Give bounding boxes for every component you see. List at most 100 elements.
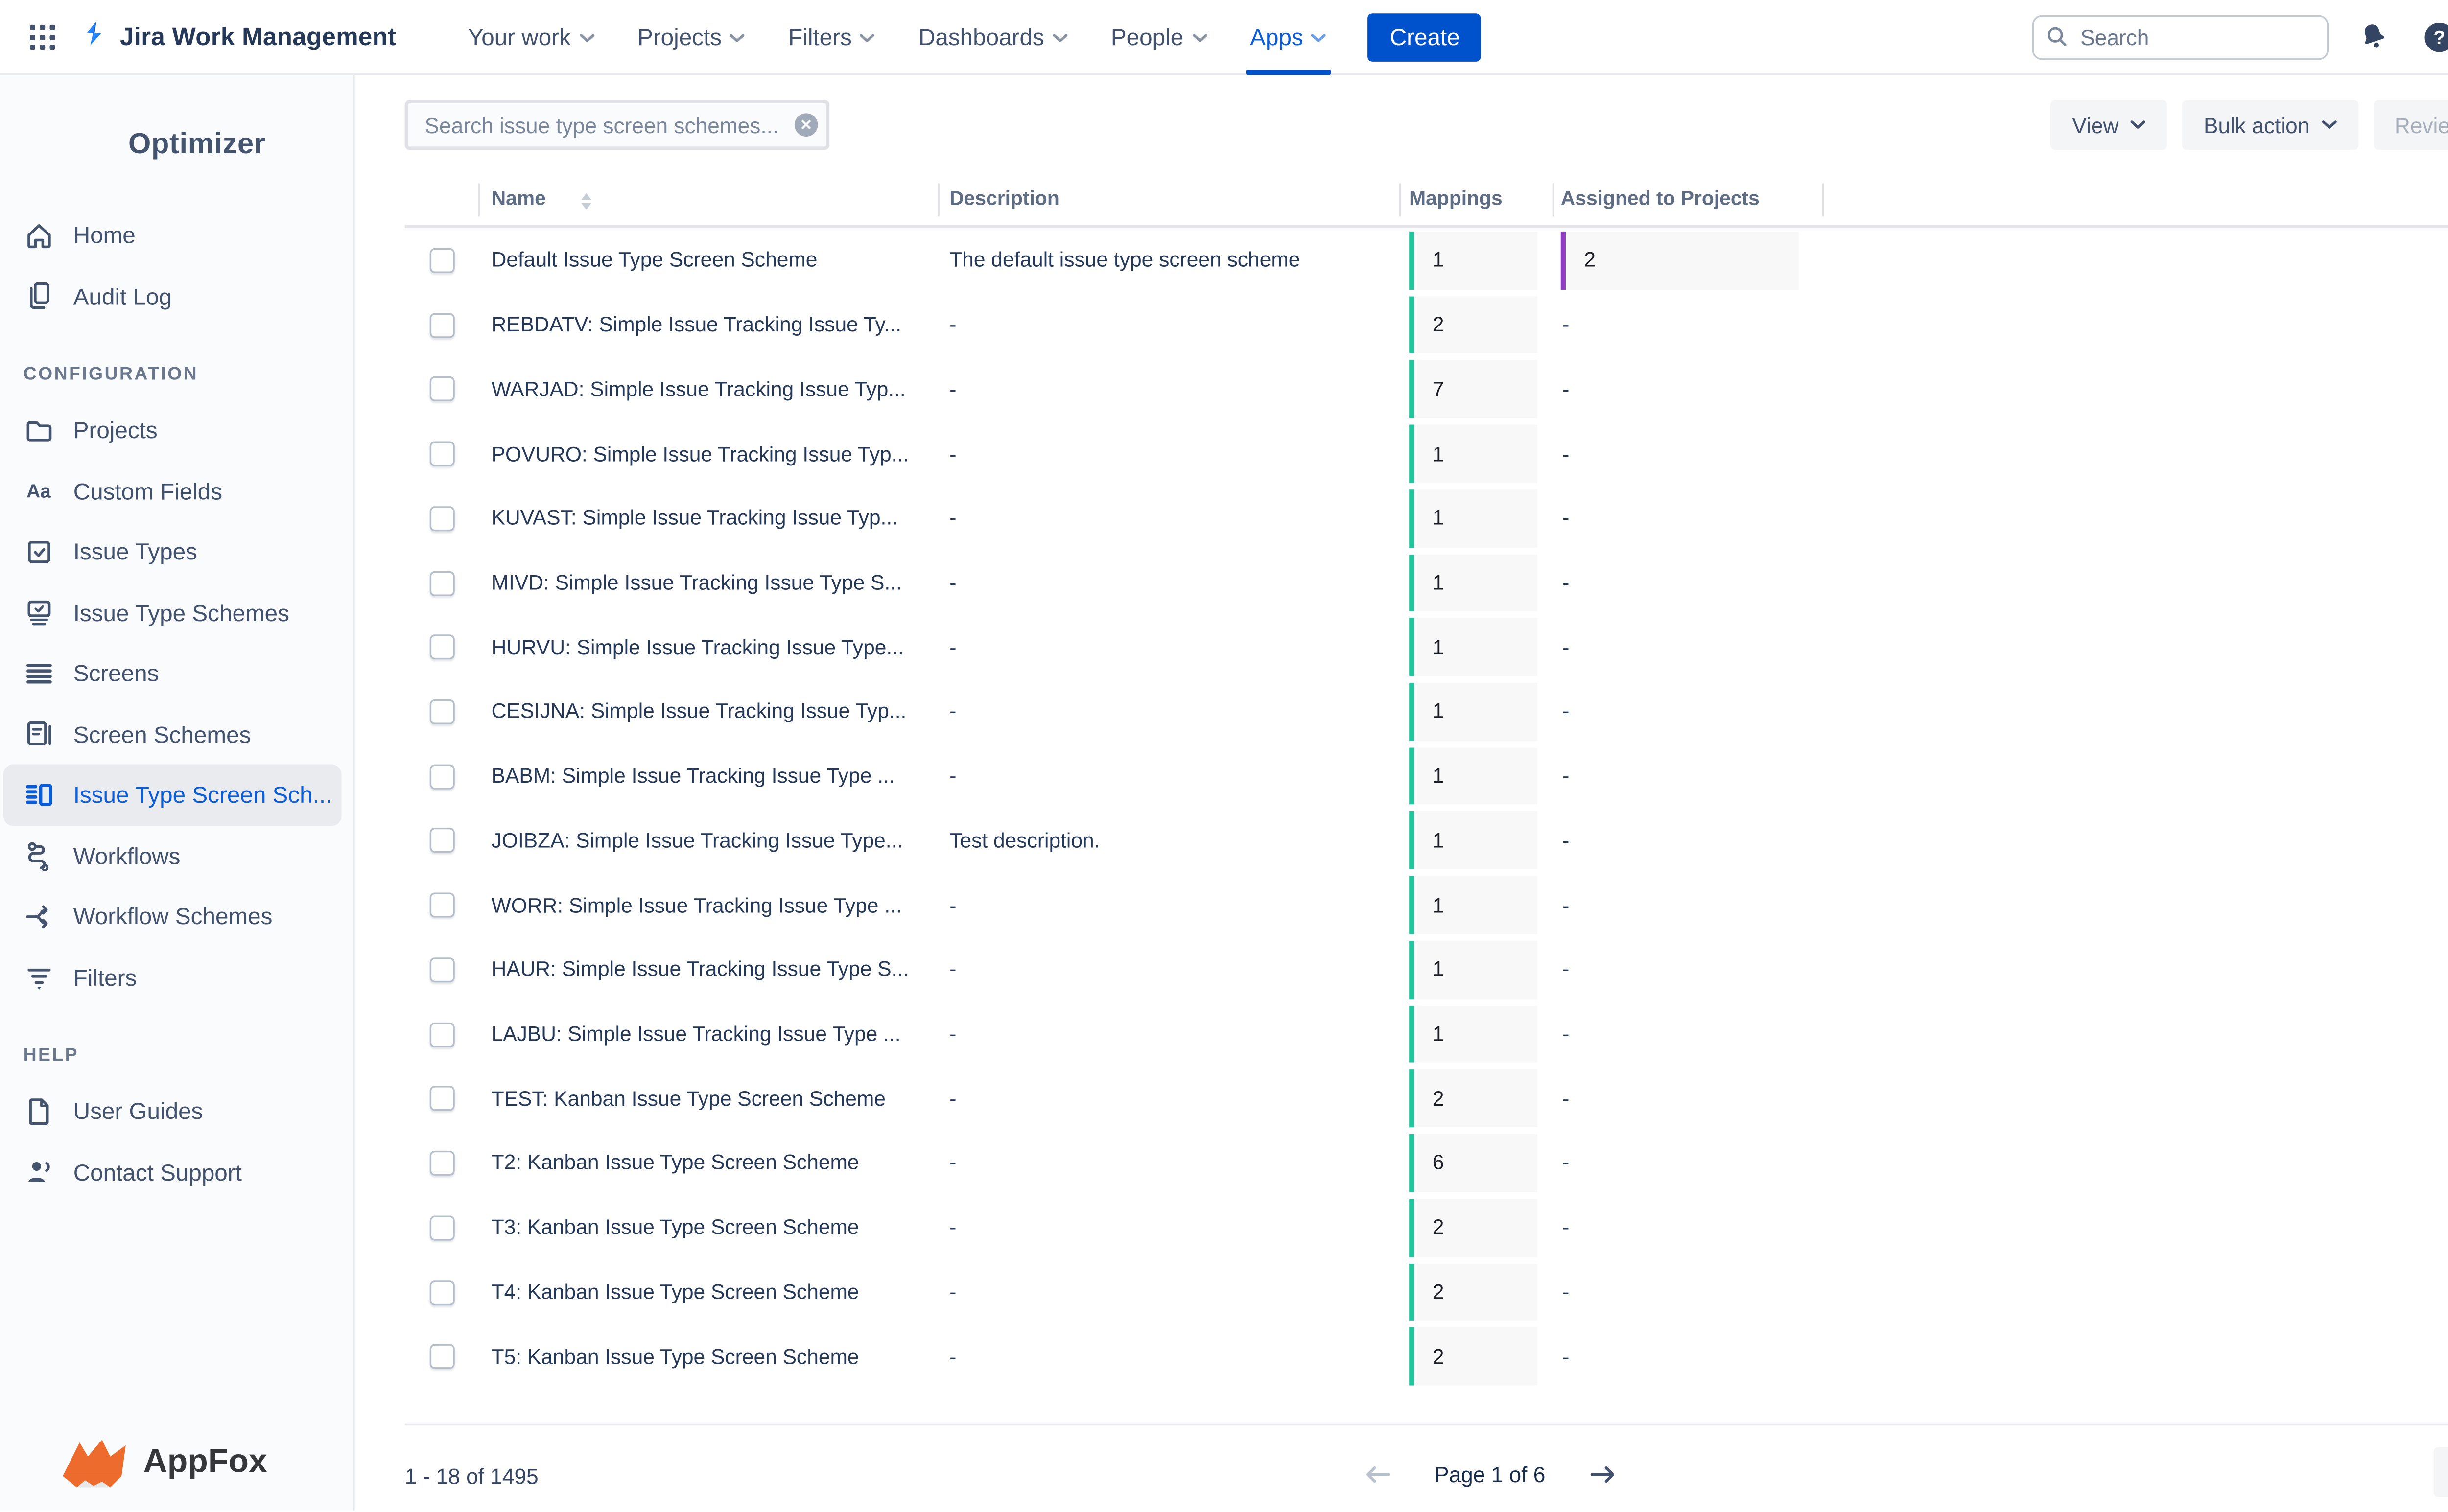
scheme-name-link[interactable]: HURVU: Simple Issue Tracking Issue Type.… (491, 635, 904, 659)
next-page-arrow-icon[interactable] (1589, 1464, 1617, 1485)
scheme-description: - (949, 442, 957, 465)
nav-item-filters[interactable]: Filters (767, 0, 897, 74)
sidebar-item-label: Issue Types (73, 538, 197, 565)
scheme-name-link[interactable]: WORR: Simple Issue Tracking Issue Type .… (491, 893, 902, 917)
assigned-projects-empty: - (1562, 442, 1570, 465)
row-checkbox[interactable] (429, 893, 455, 918)
mappings-value: 2 (1432, 1280, 1444, 1304)
nav-item-projects[interactable]: Projects (616, 0, 767, 74)
scheme-name-link[interactable]: JOIBZA: Simple Issue Tracking Issue Type… (491, 829, 903, 853)
scheme-name-link[interactable]: MIVD: Simple Issue Tracking Issue Type S… (491, 571, 902, 595)
table-header: Name Description Mappings Assigned to Pr… (405, 178, 2448, 225)
scheme-name-link[interactable]: T3: Kanban Issue Type Screen Scheme (491, 1216, 859, 1239)
row-checkbox[interactable] (429, 377, 455, 402)
help-icon[interactable]: ? (2419, 17, 2448, 57)
export-button[interactable]: Export (2434, 1447, 2448, 1497)
scheme-name-link[interactable]: POVURO: Simple Issue Tracking Issue Typ.… (491, 442, 909, 465)
row-checkbox[interactable] (429, 1215, 455, 1240)
scheme-description: - (949, 507, 957, 530)
global-search-input[interactable] (2032, 14, 2329, 59)
row-checkbox[interactable] (429, 570, 455, 596)
clear-search-icon[interactable]: ✕ (794, 113, 818, 137)
sidebar-item-user-guides[interactable]: User Guides (0, 1081, 353, 1141)
sidebar-item-workflows[interactable]: Workflows (0, 825, 353, 886)
notifications-bell-icon[interactable] (2354, 17, 2394, 57)
mappings-cell: 1 (1409, 876, 1538, 934)
sort-icon[interactable] (581, 193, 591, 210)
sidebar-item-audit-log[interactable]: Audit Log (0, 266, 353, 326)
nav-right-cluster: ? JR (2032, 14, 2448, 59)
assigned-projects-empty: - (1562, 507, 1570, 530)
sidebar-item-filters[interactable]: Filters (0, 947, 353, 1007)
create-button[interactable]: Create (1368, 12, 1482, 61)
sidebar-item-issue-types[interactable]: Issue Types (0, 521, 353, 582)
row-checkbox[interactable] (429, 442, 455, 467)
row-checkbox[interactable] (429, 1151, 455, 1176)
previous-page-arrow-icon[interactable] (1363, 1464, 1391, 1485)
scheme-description: - (949, 1087, 957, 1111)
jira-logo (80, 18, 108, 56)
chevron-down-icon (1053, 34, 1068, 42)
row-checkbox[interactable] (429, 506, 455, 531)
scheme-name-link[interactable]: WARJAD: Simple Issue Tracking Issue Typ.… (491, 377, 906, 401)
column-header-name[interactable]: Name (491, 186, 546, 210)
row-checkbox[interactable] (429, 1022, 455, 1047)
scheme-name-link[interactable]: REBDATV: Simple Issue Tracking Issue Ty.… (491, 313, 902, 337)
bulk-action-dropdown[interactable]: Bulk action (2182, 100, 2358, 150)
scheme-name-link[interactable]: T5: Kanban Issue Type Screen Scheme (491, 1345, 859, 1369)
scheme-description: - (949, 1345, 957, 1369)
assigned-projects-empty: - (1562, 1022, 1570, 1046)
scheme-name-link[interactable]: KUVAST: Simple Issue Tracking Issue Typ.… (491, 507, 898, 530)
nav-item-your-work[interactable]: Your work (447, 0, 616, 74)
scheme-name-link[interactable]: TEST: Kanban Issue Type Screen Scheme (491, 1087, 886, 1111)
nav-item-apps[interactable]: Apps (1228, 0, 1348, 74)
scheme-name-link[interactable]: T2: Kanban Issue Type Screen Scheme (491, 1151, 859, 1175)
row-checkbox[interactable] (429, 248, 455, 273)
sidebar-item-icon (24, 779, 55, 811)
mappings-value: 6 (1432, 1151, 1444, 1175)
scheme-search-input[interactable] (404, 100, 830, 150)
table-row: REBDATV: Simple Issue Tracking Issue Ty.… (405, 293, 2448, 357)
row-checkbox[interactable] (429, 828, 455, 854)
review-changes-button[interactable]: Review changes (2373, 100, 2448, 150)
row-checkbox[interactable] (429, 699, 455, 725)
sidebar-item-issue-type-screen-schemes[interactable]: Issue Type Screen Sch... (3, 764, 342, 825)
row-checkbox[interactable] (429, 1344, 455, 1370)
mappings-value: 1 (1432, 958, 1444, 981)
product-home-link[interactable]: Jira Work Management (80, 18, 396, 56)
app-switcher-icon[interactable] (24, 18, 60, 55)
scheme-name-link[interactable]: HAUR: Simple Issue Tracking Issue Type S… (491, 958, 909, 981)
sidebar-item-home[interactable]: Home (0, 205, 353, 265)
mappings-cell: 1 (1409, 489, 1538, 547)
mappings-cell: 2 (1409, 1263, 1538, 1321)
sidebar-item-custom-fields[interactable]: Custom Fields (0, 461, 353, 521)
sidebar-item-screen-schemes[interactable]: Screen Schemes (0, 703, 353, 764)
row-checkbox[interactable] (429, 764, 455, 789)
header-divider (404, 225, 2448, 229)
sidebar-item-projects[interactable]: Projects (0, 400, 353, 461)
nav-item-dashboards[interactable]: Dashboards (897, 0, 1089, 74)
sidebar-item-workflow-schemes[interactable]: Workflow Schemes (0, 886, 353, 947)
sidebar-item-issue-type-schemes[interactable]: Issue Type Schemes (0, 582, 353, 643)
row-checkbox[interactable] (429, 1086, 455, 1112)
sidebar-item-screens[interactable]: Screens (0, 643, 353, 703)
scheme-name-link[interactable]: T4: Kanban Issue Type Screen Scheme (491, 1280, 859, 1304)
sidebar-item-label: Filters (73, 963, 137, 991)
nav-item-people[interactable]: People (1089, 0, 1228, 74)
assigned-projects-empty: - (1562, 377, 1570, 401)
scheme-name-link[interactable]: LAJBU: Simple Issue Tracking Issue Type … (491, 1022, 901, 1046)
appfox-logo (63, 1440, 126, 1488)
row-checkbox[interactable] (429, 635, 455, 660)
row-checkbox[interactable] (429, 957, 455, 982)
scheme-name-link[interactable]: CESIJNA: Simple Issue Tracking Issue Typ… (491, 700, 907, 723)
row-checkbox[interactable] (429, 1279, 455, 1305)
scheme-name-link[interactable]: Default Issue Type Screen Scheme (491, 249, 818, 272)
mappings-cell: 1 (1409, 554, 1538, 612)
column-divider (1822, 183, 1824, 217)
column-divider (938, 183, 940, 217)
view-dropdown[interactable]: View (2050, 100, 2167, 150)
assigned-projects-empty: - (1562, 893, 1570, 917)
row-checkbox[interactable] (429, 312, 455, 338)
scheme-name-link[interactable]: BABM: Simple Issue Tracking Issue Type .… (491, 764, 895, 788)
sidebar-item-contact-support[interactable]: Contact Support (0, 1141, 353, 1202)
